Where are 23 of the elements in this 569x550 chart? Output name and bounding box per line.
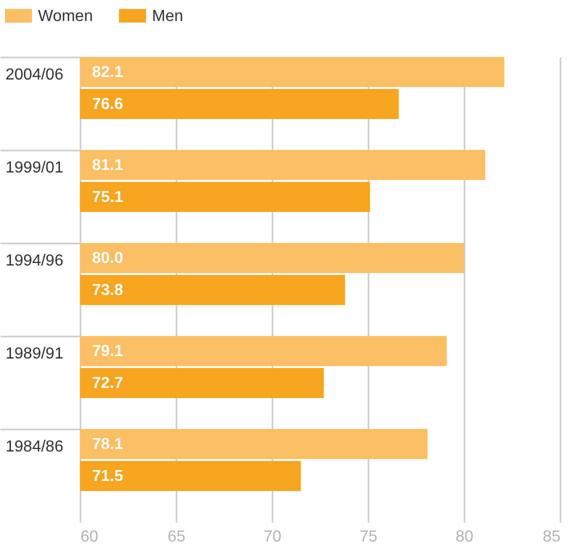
legend-label: Women: [38, 8, 93, 25]
data-label: 80.0: [92, 250, 124, 267]
y-tick-label: 1984/86: [6, 438, 64, 456]
x-tick-label: 60: [80, 528, 98, 546]
y-tick-label: 1999/01: [6, 160, 64, 176]
x-tick-label: 75: [360, 528, 378, 546]
data-label: 72.7: [92, 375, 124, 392]
data-label: 75.1: [92, 189, 124, 206]
data-label: 79.1: [92, 343, 124, 360]
data-label: 82.1: [92, 64, 124, 81]
x-tick-label: 80: [456, 528, 474, 546]
data-label: 71.5: [92, 468, 124, 485]
data-label: 78.1: [92, 436, 124, 453]
data-label: 73.8: [92, 282, 124, 299]
data-label: 76.6: [92, 96, 124, 113]
x-tick-label: 65: [168, 528, 186, 546]
y-tick-label: 2004/06: [6, 66, 64, 84]
data-label: 81.1: [92, 157, 124, 174]
x-tick-label: 70: [264, 528, 282, 546]
y-tick-label: 1994/96: [6, 252, 64, 270]
x-tick-label: 85: [542, 528, 561, 546]
y-tick-label: 1989/91: [6, 346, 64, 362]
legend-label: Men: [152, 8, 184, 25]
